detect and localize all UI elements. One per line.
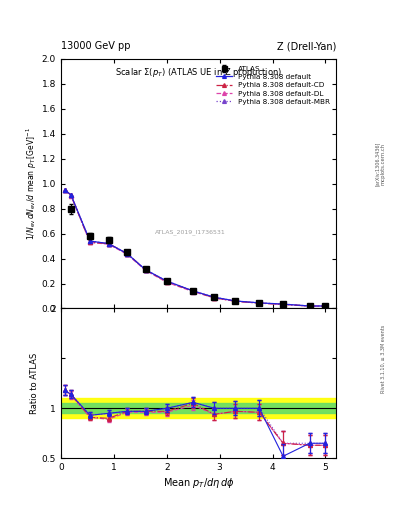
- Text: Z (Drell-Yan): Z (Drell-Yan): [277, 41, 336, 51]
- Pythia 8.308 default-MBR: [191, 288, 196, 294]
- Pythia 8.308 default: [88, 238, 92, 244]
- Pythia 8.308 default-DL: [88, 239, 92, 245]
- Pythia 8.308 default-MBR: [62, 187, 67, 193]
- Pythia 8.308 default-CD: [191, 288, 196, 294]
- Line: Pythia 8.308 default-DL: Pythia 8.308 default-DL: [62, 188, 327, 308]
- Pythia 8.308 default-MBR: [257, 300, 262, 306]
- Text: mcplots.cern.ch: mcplots.cern.ch: [381, 143, 386, 185]
- Pythia 8.308 default-MBR: [307, 303, 312, 309]
- Pythia 8.308 default-MBR: [233, 298, 238, 304]
- Pythia 8.308 default-DL: [106, 241, 111, 247]
- Pythia 8.308 default-CD: [143, 267, 148, 273]
- Legend: ATLAS, Pythia 8.308 default, Pythia 8.308 default-CD, Pythia 8.308 default-DL, P: ATLAS, Pythia 8.308 default, Pythia 8.30…: [213, 62, 332, 108]
- Pythia 8.308 default-MBR: [88, 238, 92, 244]
- Pythia 8.308 default-CD: [62, 187, 67, 193]
- Pythia 8.308 default: [307, 303, 312, 309]
- Pythia 8.308 default-DL: [143, 267, 148, 273]
- Pythia 8.308 default-MBR: [164, 278, 169, 284]
- Pythia 8.308 default-CD: [164, 279, 169, 285]
- Pythia 8.308 default: [62, 187, 67, 193]
- Pythia 8.308 default-CD: [233, 298, 238, 304]
- Pythia 8.308 default-DL: [233, 298, 238, 304]
- Pythia 8.308 default-CD: [212, 295, 217, 301]
- Pythia 8.308 default: [323, 303, 328, 309]
- Pythia 8.308 default: [257, 300, 262, 306]
- Pythia 8.308 default-CD: [88, 239, 92, 245]
- Pythia 8.308 default-DL: [191, 289, 196, 295]
- Pythia 8.308 default: [125, 250, 129, 257]
- Pythia 8.308 default-MBR: [212, 294, 217, 301]
- Pythia 8.308 default-MBR: [281, 301, 285, 307]
- Pythia 8.308 default-DL: [69, 193, 73, 199]
- Pythia 8.308 default: [69, 192, 73, 198]
- Pythia 8.308 default: [191, 288, 196, 294]
- Pythia 8.308 default-CD: [323, 303, 328, 309]
- Line: Pythia 8.308 default-CD: Pythia 8.308 default-CD: [62, 188, 327, 308]
- Pythia 8.308 default-DL: [125, 251, 129, 257]
- Pythia 8.308 default-DL: [164, 279, 169, 285]
- Pythia 8.308 default-DL: [257, 300, 262, 306]
- Pythia 8.308 default: [164, 278, 169, 284]
- Text: Rivet 3.1.10, ≥ 3.3M events: Rivet 3.1.10, ≥ 3.3M events: [381, 324, 386, 393]
- Text: 13000 GeV pp: 13000 GeV pp: [61, 41, 130, 51]
- Pythia 8.308 default: [106, 241, 111, 247]
- Pythia 8.308 default-CD: [69, 192, 73, 198]
- Pythia 8.308 default-CD: [257, 300, 262, 306]
- Pythia 8.308 default: [281, 301, 285, 307]
- Text: Scalar $\Sigma(p_T)$ (ATLAS UE in Z production): Scalar $\Sigma(p_T)$ (ATLAS UE in Z prod…: [115, 67, 282, 79]
- Pythia 8.308 default-CD: [307, 303, 312, 309]
- Pythia 8.308 default: [212, 294, 217, 301]
- Pythia 8.308 default-MBR: [323, 303, 328, 309]
- Pythia 8.308 default-MBR: [106, 241, 111, 247]
- Pythia 8.308 default-MBR: [143, 267, 148, 273]
- Pythia 8.308 default-DL: [307, 303, 312, 309]
- Pythia 8.308 default: [143, 267, 148, 273]
- Pythia 8.308 default: [233, 298, 238, 304]
- Pythia 8.308 default-DL: [62, 187, 67, 193]
- Y-axis label: Ratio to ATLAS: Ratio to ATLAS: [30, 353, 39, 414]
- Pythia 8.308 default-CD: [281, 301, 285, 307]
- Pythia 8.308 default-DL: [323, 303, 328, 309]
- Text: [arXiv:1306.3436]: [arXiv:1306.3436]: [375, 142, 380, 186]
- Pythia 8.308 default-MBR: [125, 250, 129, 257]
- Text: ATLAS_2019_I1736531: ATLAS_2019_I1736531: [155, 229, 226, 236]
- Pythia 8.308 default-DL: [281, 301, 285, 307]
- Pythia 8.308 default-CD: [125, 250, 129, 257]
- Pythia 8.308 default-MBR: [69, 192, 73, 198]
- Pythia 8.308 default-DL: [212, 295, 217, 301]
- X-axis label: Mean $p_T/d\eta\,d\phi$: Mean $p_T/d\eta\,d\phi$: [163, 476, 234, 490]
- Line: Pythia 8.308 default-MBR: Pythia 8.308 default-MBR: [62, 188, 327, 308]
- Pythia 8.308 default-CD: [106, 241, 111, 247]
- Line: Pythia 8.308 default: Pythia 8.308 default: [62, 188, 327, 308]
- Y-axis label: $1/N_{\rm ev}\,dN_{\rm ev}/d$ mean $p_T\,[\rm GeV]^{-1}$: $1/N_{\rm ev}\,dN_{\rm ev}/d$ mean $p_T\…: [24, 127, 39, 240]
